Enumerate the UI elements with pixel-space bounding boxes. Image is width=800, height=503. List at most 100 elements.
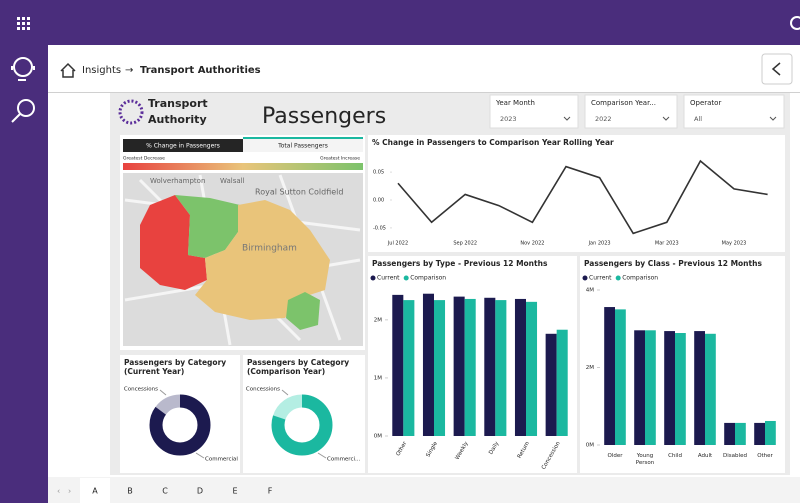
tab-scroll-left[interactable]: ‹ xyxy=(57,487,60,496)
home-icon[interactable] xyxy=(60,62,76,78)
y-tick-label: 0.00 xyxy=(373,198,384,204)
legend-label: Current xyxy=(377,275,400,282)
leader-line xyxy=(317,452,327,459)
map-tab-label: % Change in Passengers xyxy=(146,143,220,150)
settings-icon[interactable] xyxy=(790,16,800,30)
filter-dropdown[interactable] xyxy=(584,94,678,129)
line-series xyxy=(397,159,768,235)
page-tab[interactable] xyxy=(220,478,250,503)
x-tick-label: Other xyxy=(757,453,773,459)
map-region xyxy=(140,195,207,290)
breadcrumb-link[interactable]: Insights xyxy=(82,65,121,76)
page-tab-label: B xyxy=(127,487,133,496)
dashboard-title: Passengers xyxy=(262,104,386,129)
y-tick-label: 0.05 xyxy=(373,170,384,176)
page-tab[interactable] xyxy=(185,478,215,503)
map-place: Walsall xyxy=(220,177,245,185)
chevron xyxy=(769,116,777,121)
filter-dropdown[interactable] xyxy=(489,94,579,129)
bar xyxy=(765,420,776,445)
page-tab-label: A xyxy=(92,487,98,496)
map-tab-active[interactable] xyxy=(123,139,243,152)
x-tick-label: Jul 2022 xyxy=(387,241,408,247)
x-tick-label: Disabled xyxy=(723,453,747,459)
chart-title: Passengers by Category (Current Year) xyxy=(124,358,226,376)
bar xyxy=(705,333,716,445)
bar xyxy=(645,330,656,445)
y-tick-label: 1M xyxy=(374,375,382,381)
y-tick-label: 0M xyxy=(374,434,382,440)
bar xyxy=(675,333,686,445)
map-tab-label: Total Passengers xyxy=(277,143,328,150)
page-tab-label: C xyxy=(162,487,168,496)
leader-line xyxy=(159,389,167,396)
bar xyxy=(664,331,675,445)
breadcrumb-current: Transport Authorities xyxy=(140,65,261,76)
sidebar xyxy=(0,0,48,503)
bar xyxy=(556,329,568,436)
legend-swatch xyxy=(615,275,621,281)
bar xyxy=(392,294,404,436)
tab-scroll-right[interactable]: › xyxy=(68,487,71,496)
legend-label: Comparison xyxy=(622,275,658,282)
insights-icon[interactable] xyxy=(11,99,35,123)
chart-title: Passengers by Category (Comparison Year) xyxy=(247,358,349,376)
back-button[interactable] xyxy=(761,53,793,85)
map-place: Royal Sutton Coldfield xyxy=(255,188,343,197)
leader-line xyxy=(195,452,205,459)
legend-swatch xyxy=(403,275,409,281)
filter-label: Year Month xyxy=(495,99,535,107)
support-icon[interactable] xyxy=(11,57,35,81)
chevron xyxy=(563,116,571,121)
y-tick-label: 2M xyxy=(374,317,382,323)
bar xyxy=(403,300,415,436)
legend-label: Comparison xyxy=(410,275,446,282)
donut-label: Concessions xyxy=(124,387,158,393)
bar xyxy=(754,422,765,445)
map-legend-label: Greatest Decrease xyxy=(123,156,165,162)
breadcrumb-arrow: → xyxy=(125,65,133,76)
map-place: Birmingham xyxy=(242,244,297,254)
map-tab[interactable] xyxy=(243,139,363,152)
x-tick-label: Mar 2023 xyxy=(655,241,679,247)
bar xyxy=(724,422,735,445)
filter-label: Operator xyxy=(690,99,721,107)
donut-label: Concessions xyxy=(246,387,280,393)
page-tab[interactable] xyxy=(115,478,145,503)
map-region xyxy=(195,200,330,320)
legend-swatch xyxy=(370,275,376,281)
bar xyxy=(604,307,615,445)
map-legend-label: Greatest Increase xyxy=(320,156,360,162)
x-tick-label: Sep 2022 xyxy=(453,241,477,247)
page-tab[interactable] xyxy=(255,478,285,503)
x-tick-label: May 2023 xyxy=(722,241,747,247)
bar xyxy=(735,422,746,445)
donut-segment xyxy=(149,394,211,456)
legend-label: Current xyxy=(589,275,612,282)
page-tab[interactable] xyxy=(150,478,180,503)
filter-label: Comparison Year... xyxy=(591,99,656,107)
bar xyxy=(453,296,465,436)
x-tick-label: Child xyxy=(668,453,682,459)
bar xyxy=(694,331,705,445)
logo-mark xyxy=(118,99,144,125)
y-tick-label: 4M xyxy=(586,288,594,294)
app-launcher[interactable] xyxy=(17,17,30,30)
y-tick-label: -0.05 xyxy=(373,225,386,231)
map-legend-gradient xyxy=(123,163,363,170)
map-tab-accent xyxy=(243,137,363,139)
bar xyxy=(526,301,538,436)
top-bar xyxy=(0,0,800,45)
chart-title: Passengers by Type - Previous 12 Months xyxy=(372,259,548,268)
x-tick-label: Young Person xyxy=(636,453,655,466)
bar xyxy=(615,309,626,445)
page-tab[interactable] xyxy=(80,478,110,503)
back-icon xyxy=(771,62,781,76)
chart-title: % Change in Passengers to Comparison Yea… xyxy=(372,138,614,147)
donut-segment xyxy=(271,394,333,456)
donut-label: Commerci... xyxy=(327,457,360,463)
bar xyxy=(495,300,507,436)
filter-dropdown[interactable] xyxy=(683,94,785,129)
filter-value: All xyxy=(694,115,702,123)
